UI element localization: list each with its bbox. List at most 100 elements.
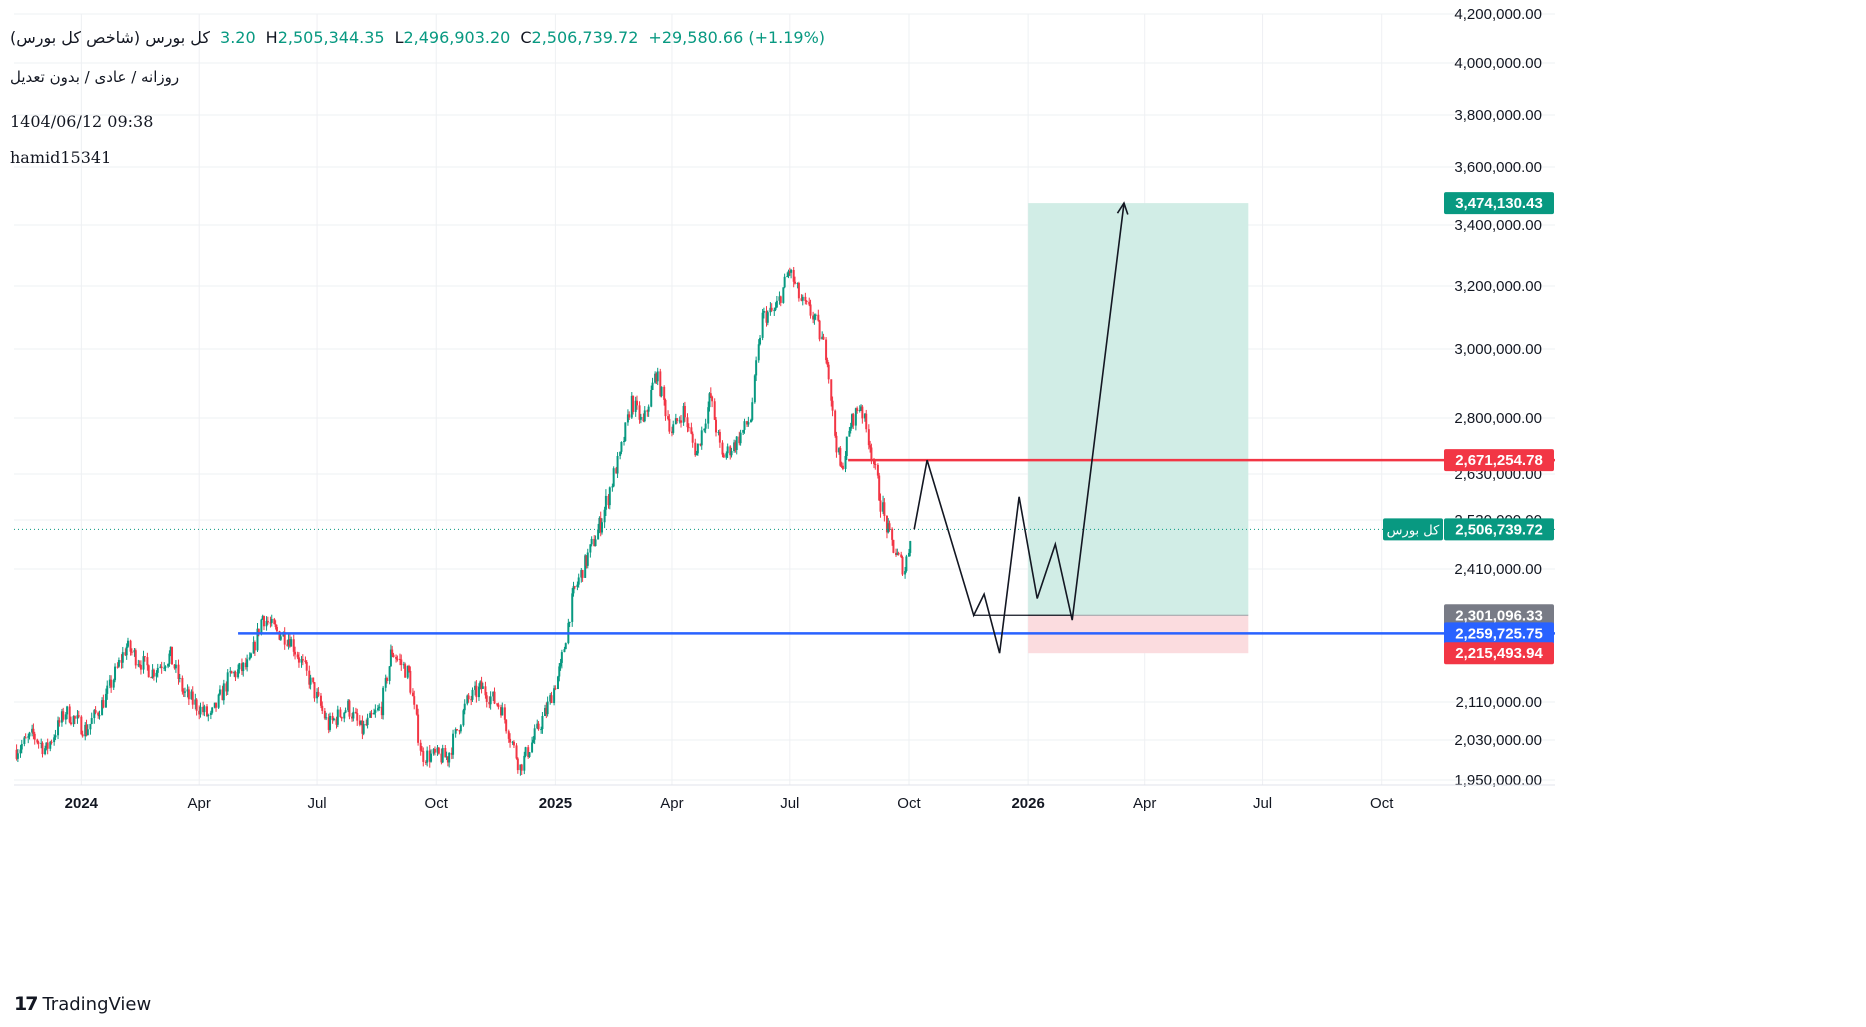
- candle-body[interactable]: [556, 676, 559, 689]
- candle-body[interactable]: [499, 707, 502, 716]
- candle-body[interactable]: [20, 743, 23, 750]
- candle-body[interactable]: [89, 723, 92, 730]
- candle-body[interactable]: [573, 586, 576, 588]
- candle-body[interactable]: [448, 752, 451, 763]
- candle-body[interactable]: [667, 416, 670, 419]
- candle-body[interactable]: [477, 686, 480, 698]
- candle-body[interactable]: [160, 666, 163, 668]
- candle-body[interactable]: [709, 393, 712, 397]
- candle-body[interactable]: [585, 555, 588, 566]
- candle-body[interactable]: [594, 539, 597, 547]
- candle-body[interactable]: [892, 539, 895, 553]
- candle-body[interactable]: [400, 659, 403, 665]
- candle-body[interactable]: [389, 649, 392, 667]
- candle-body[interactable]: [152, 669, 155, 677]
- candle-body[interactable]: [663, 386, 666, 400]
- candle-body[interactable]: [759, 337, 762, 345]
- candle-body[interactable]: [463, 703, 466, 711]
- candle-body[interactable]: [321, 705, 324, 711]
- candle-body[interactable]: [110, 679, 113, 688]
- candle-body[interactable]: [683, 405, 686, 418]
- candle-body[interactable]: [897, 552, 900, 555]
- candle-body[interactable]: [64, 714, 67, 720]
- candle-body[interactable]: [408, 666, 411, 671]
- candle-body[interactable]: [540, 729, 543, 731]
- candle-body[interactable]: [222, 683, 225, 701]
- candle-body[interactable]: [159, 666, 162, 668]
- candle-body[interactable]: [686, 417, 689, 428]
- candle-body[interactable]: [265, 620, 268, 627]
- candle-body[interactable]: [72, 716, 75, 725]
- candle-body[interactable]: [428, 750, 431, 762]
- candle-body[interactable]: [124, 652, 127, 656]
- candle-body[interactable]: [198, 710, 201, 715]
- candle-body[interactable]: [382, 687, 385, 716]
- candle-body[interactable]: [783, 276, 786, 288]
- candle-body[interactable]: [690, 427, 693, 434]
- candle-body[interactable]: [512, 741, 515, 746]
- candle-body[interactable]: [835, 435, 838, 453]
- candle-body[interactable]: [604, 495, 607, 510]
- candle-body[interactable]: [440, 753, 443, 763]
- candle-body[interactable]: [106, 685, 109, 694]
- candle-body[interactable]: [628, 414, 631, 418]
- candle-body[interactable]: [782, 287, 785, 303]
- candle-body[interactable]: [792, 269, 795, 282]
- candle-body[interactable]: [458, 730, 461, 732]
- candle-body[interactable]: [812, 315, 815, 320]
- candle-body[interactable]: [564, 643, 567, 650]
- candle-body[interactable]: [571, 593, 574, 622]
- candle-body[interactable]: [650, 390, 653, 407]
- candle-body[interactable]: [183, 691, 186, 693]
- candle-body[interactable]: [15, 749, 18, 759]
- candle-body[interactable]: [873, 459, 876, 464]
- candle-body[interactable]: [814, 314, 817, 316]
- candle-body[interactable]: [537, 723, 540, 730]
- candle-body[interactable]: [336, 709, 339, 725]
- candle-body[interactable]: [191, 691, 194, 705]
- candle-body[interactable]: [411, 692, 414, 697]
- candle-body[interactable]: [481, 686, 484, 689]
- candle-body[interactable]: [81, 734, 84, 737]
- candle-body[interactable]: [205, 706, 208, 716]
- forecast-path[interactable]: [913, 201, 1129, 654]
- candle-body[interactable]: [664, 399, 667, 417]
- candle-body[interactable]: [260, 619, 263, 634]
- candle-body[interactable]: [608, 487, 611, 506]
- candle-body[interactable]: [787, 271, 790, 277]
- candle-body[interactable]: [642, 416, 645, 422]
- candle-body[interactable]: [848, 430, 851, 437]
- candle-body[interactable]: [362, 724, 365, 734]
- candle-body[interactable]: [257, 628, 260, 634]
- candle-body[interactable]: [94, 710, 97, 713]
- candle-body[interactable]: [60, 711, 63, 723]
- candle-body[interactable]: [904, 571, 907, 575]
- candle-body[interactable]: [711, 396, 714, 402]
- candle-body[interactable]: [62, 711, 65, 720]
- candle-body[interactable]: [23, 737, 26, 744]
- candle-body[interactable]: [544, 708, 547, 717]
- candle-body[interactable]: [635, 400, 638, 406]
- candle-body[interactable]: [40, 742, 43, 744]
- candle-body[interactable]: [85, 724, 88, 736]
- candle-body[interactable]: [865, 413, 868, 430]
- candle-body[interactable]: [358, 720, 361, 725]
- candle-body[interactable]: [402, 664, 405, 666]
- candle-body[interactable]: [44, 748, 47, 755]
- candle-body[interactable]: [550, 695, 553, 704]
- candle-body[interactable]: [611, 486, 614, 488]
- candle-body[interactable]: [347, 700, 350, 711]
- candle-body[interactable]: [86, 729, 89, 736]
- candle-body[interactable]: [714, 419, 717, 433]
- candle-body[interactable]: [125, 646, 128, 656]
- candle-body[interactable]: [632, 395, 635, 412]
- candle-body[interactable]: [68, 706, 71, 723]
- candle-body[interactable]: [420, 750, 423, 752]
- candle-body[interactable]: [133, 650, 136, 653]
- candle-body[interactable]: [173, 664, 176, 669]
- candle-body[interactable]: [309, 677, 312, 685]
- candle-body[interactable]: [329, 715, 332, 730]
- candle-body[interactable]: [395, 657, 398, 659]
- candle-body[interactable]: [80, 716, 83, 735]
- candle-body[interactable]: [459, 725, 462, 732]
